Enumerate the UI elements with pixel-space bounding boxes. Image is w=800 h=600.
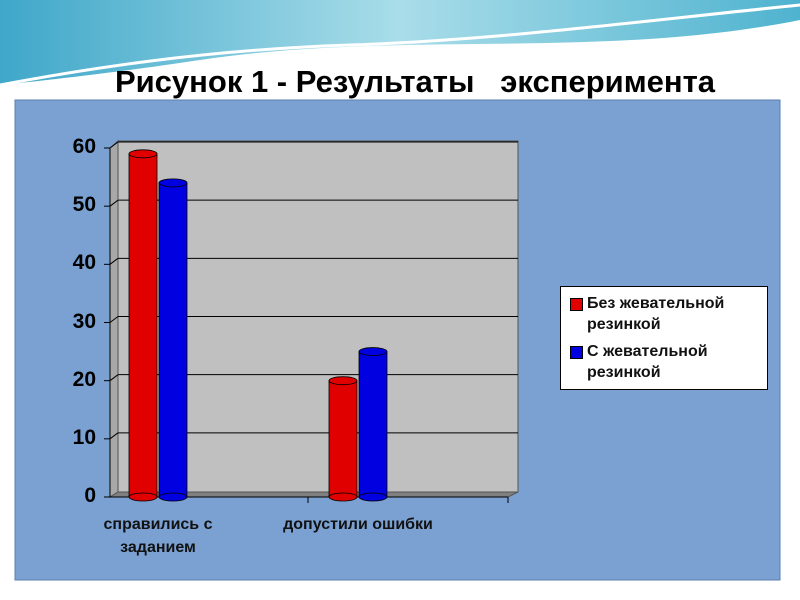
- decor-line: [0, 3, 800, 87]
- bar: [128, 149, 158, 502]
- grid-line: [109, 432, 119, 440]
- chart-title: Рисунок 1 - Результаты эксперимента: [114, 64, 716, 99]
- grid-line: [109, 374, 119, 382]
- grid-line: [109, 199, 119, 207]
- bar-body: [128, 153, 158, 498]
- bar-top: [328, 376, 358, 386]
- bar-top: [128, 149, 158, 159]
- bar: [158, 178, 188, 502]
- y-tick-label: 20: [72, 367, 96, 391]
- y-tick-label: 50: [72, 193, 96, 217]
- x-tick-label: справились с заданием: [103, 516, 213, 556]
- bar-body: [358, 351, 388, 498]
- bar-body: [158, 182, 188, 498]
- bar-base: [358, 492, 388, 502]
- legend-item: С жевательной резинкой: [565, 341, 763, 383]
- legend-swatch: [570, 346, 583, 359]
- grid-line: [109, 316, 119, 323]
- bar-body: [328, 380, 358, 498]
- y-tick-label: 40: [72, 251, 96, 275]
- y-tick-label: 30: [72, 309, 96, 333]
- grid-line: [109, 141, 119, 149]
- legend-label: Без жевательной резинкой: [587, 295, 725, 333]
- legend: Без жевательной резинкой С жевательной ре…: [560, 286, 768, 390]
- bar: [358, 347, 388, 502]
- bar-top: [358, 347, 388, 356]
- y-tick-label: 10: [72, 425, 96, 449]
- legend-label: С жевательной резинкой: [587, 343, 708, 381]
- bar-base: [158, 492, 188, 502]
- bar-base: [128, 492, 158, 502]
- grid-line: [109, 257, 119, 265]
- y-tick-label: 0: [84, 484, 96, 507]
- legend-item: Без жевательной резинкой: [565, 293, 763, 335]
- legend-swatch: [570, 298, 583, 311]
- plot: [104, 141, 518, 503]
- bar: [328, 376, 358, 502]
- bar-top: [158, 178, 188, 188]
- y-tick-label: 60: [72, 135, 96, 158]
- x-tick-label: допустили ошибки: [283, 516, 433, 533]
- bar-base: [328, 492, 358, 502]
